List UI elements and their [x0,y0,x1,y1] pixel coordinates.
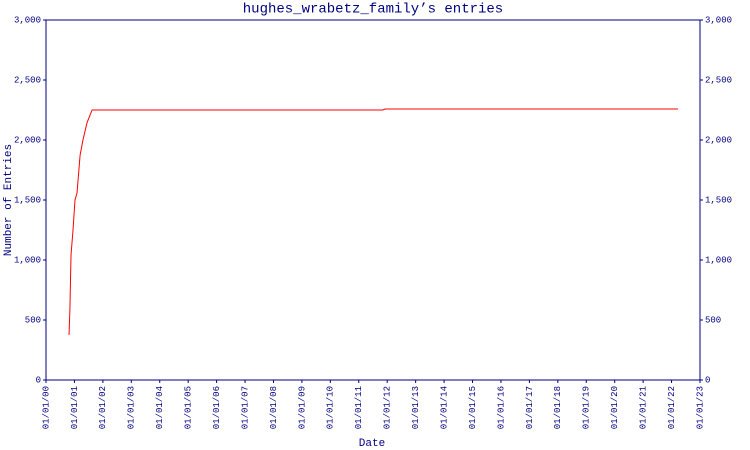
y-tick-label: 500 [25,315,41,325]
x-tick-label: 01/01/04 [155,386,165,429]
x-tick-label: 01/01/01 [70,386,80,429]
y2-tick-label: 2,500 [705,75,732,85]
y2-tick-label: 0 [705,375,710,385]
x-tick-label: 01/01/03 [127,386,137,429]
y2-tick-label: 1,500 [705,195,732,205]
chart-title: hughes_wrabetz_family’s entries [243,2,503,18]
x-tick-label: 01/01/00 [41,386,51,429]
x-tick-label: 01/01/07 [240,386,250,429]
x-tick-label: 01/01/11 [354,386,364,429]
x-tick-label: 01/01/19 [582,386,592,429]
data-line [68,108,679,336]
y-tick-label: 1,500 [14,195,41,205]
y-tick-label: 1,000 [14,255,41,265]
x-tick-label: 01/01/16 [496,386,506,429]
y2-tick-label: 2,000 [705,135,732,145]
x-tick-label: 01/01/13 [411,386,421,429]
x-tick-label: 01/01/09 [297,386,307,429]
x-tick-label: 01/01/17 [525,386,535,429]
y2-tick-label: 500 [705,315,721,325]
y-tick-label: 2,500 [14,75,41,85]
x-tick-label: 01/01/14 [439,386,449,429]
y2-tick-label: 1,000 [705,255,732,265]
y-axis-label: Number of Entries [3,144,15,256]
y-tick-label: 3,000 [14,15,41,25]
x-tick-label: 01/01/15 [468,386,478,429]
x-axis-label: Date [359,438,385,450]
x-tick-label: 01/01/02 [98,386,108,429]
x-tick-label: 01/01/08 [269,386,279,429]
x-tick-label: 01/01/20 [610,386,620,429]
y-tick-label: 2,000 [14,135,41,145]
x-tick-label: 01/01/23 [695,386,705,429]
x-tick-label: 01/01/22 [667,386,677,429]
x-tick-label: 01/01/06 [212,386,222,429]
y-tick-label: 0 [36,375,41,385]
x-tick-label: 01/01/21 [639,386,649,429]
x-tick-label: 01/01/12 [383,386,393,429]
x-tick-label: 01/01/05 [184,386,194,429]
x-tick-label: 01/01/10 [326,386,336,429]
y2-tick-label: 3,000 [705,15,732,25]
x-tick-label: 01/01/18 [553,386,563,429]
